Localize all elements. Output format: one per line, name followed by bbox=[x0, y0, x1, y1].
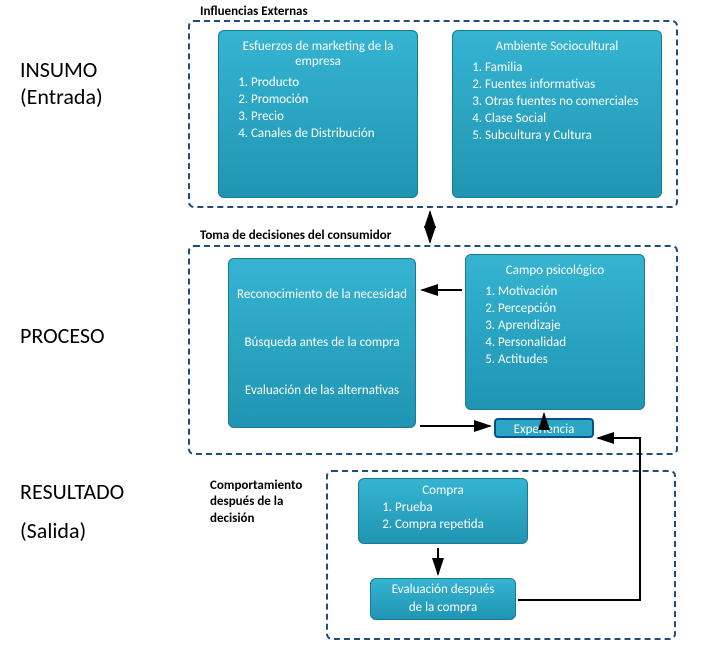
sociocultural-item: Subcultura y Cultura bbox=[485, 128, 651, 143]
stage-label-proceso: PROCESO bbox=[20, 322, 105, 349]
psicologico-item: Motivación bbox=[498, 284, 634, 299]
evaluacion-l2: de la compra bbox=[375, 599, 511, 617]
marketing-list: Producto Promoción Precio Canales de Dis… bbox=[229, 75, 407, 141]
comportamiento-l3: decisión bbox=[210, 511, 255, 526]
comportamiento-l2: después de la bbox=[210, 494, 283, 509]
sociocultural-item: Clase Social bbox=[485, 111, 651, 126]
sociocultural-list: Familia Fuentes informativas Otras fuent… bbox=[463, 60, 651, 143]
stage-label-insumo: INSUMO (Entrada) bbox=[20, 56, 103, 110]
experiencia-label: Experiencia bbox=[514, 422, 575, 437]
evaluacion-l1: Evaluación después bbox=[375, 581, 511, 599]
box-compra: Compra Prueba Compra repetida bbox=[358, 478, 528, 544]
psicologico-item: Aprendizaje bbox=[498, 318, 634, 333]
compra-list: Prueba Compra repetida bbox=[367, 500, 519, 532]
insumo-line1: INSUMO bbox=[20, 56, 97, 83]
marketing-item: Producto bbox=[251, 75, 407, 90]
sociocultural-item: Otras fuentes no comerciales bbox=[485, 94, 651, 109]
insumo-line2: (Entrada) bbox=[20, 83, 103, 110]
section-title-influencias: Influencias Externas bbox=[200, 4, 308, 19]
box-reconocimiento: Reconocimiento de la necesidad Búsqueda … bbox=[228, 258, 416, 428]
stage-label-resultado: RESULTADO (Salida) bbox=[20, 478, 124, 544]
compra-item: Prueba bbox=[395, 500, 519, 515]
sociocultural-title: Ambiente Sociocultural bbox=[463, 39, 651, 54]
box-experiencia: Experiencia bbox=[494, 418, 594, 438]
proceso-text: PROCESO bbox=[20, 322, 105, 349]
psicologico-item: Percepción bbox=[498, 301, 634, 316]
section-title-comportamiento: Comportamiento después de la decisión bbox=[210, 478, 302, 527]
marketing-item: Promoción bbox=[251, 92, 407, 107]
psicologico-title: Campo psicológico bbox=[476, 263, 634, 278]
compra-title: Compra bbox=[367, 483, 519, 498]
psicologico-list: Motivación Percepción Aprendizaje Person… bbox=[476, 284, 634, 367]
reconocimiento-l2: Búsqueda antes de la compra bbox=[237, 334, 407, 352]
box-evaluacion: Evaluación después de la compra bbox=[370, 578, 516, 620]
box-psicologico: Campo psicológico Motivación Percepción … bbox=[465, 254, 645, 410]
resultado-line2: (Salida) bbox=[20, 517, 86, 544]
sociocultural-item: Familia bbox=[485, 60, 651, 75]
marketing-title: Esfuerzos de marketing de la empresa bbox=[229, 39, 407, 69]
marketing-item: Canales de Distribución bbox=[251, 126, 407, 141]
resultado-line1: RESULTADO bbox=[20, 478, 124, 505]
section-title-toma: Toma de decisiones del consumidor bbox=[200, 228, 391, 243]
psicologico-item: Personalidad bbox=[498, 335, 634, 350]
reconocimiento-l1: Reconocimiento de la necesidad bbox=[237, 286, 407, 304]
box-sociocultural: Ambiente Sociocultural Familia Fuentes i… bbox=[452, 30, 662, 198]
sociocultural-item: Fuentes informativas bbox=[485, 77, 651, 92]
compra-item: Compra repetida bbox=[395, 517, 519, 532]
psicologico-item: Actitudes bbox=[498, 352, 634, 367]
reconocimiento-l3: Evaluación de las alternativas bbox=[237, 382, 407, 400]
marketing-item: Precio bbox=[251, 109, 407, 124]
box-marketing: Esfuerzos de marketing de la empresa Pro… bbox=[218, 30, 418, 198]
comportamiento-l1: Comportamiento bbox=[210, 478, 302, 493]
